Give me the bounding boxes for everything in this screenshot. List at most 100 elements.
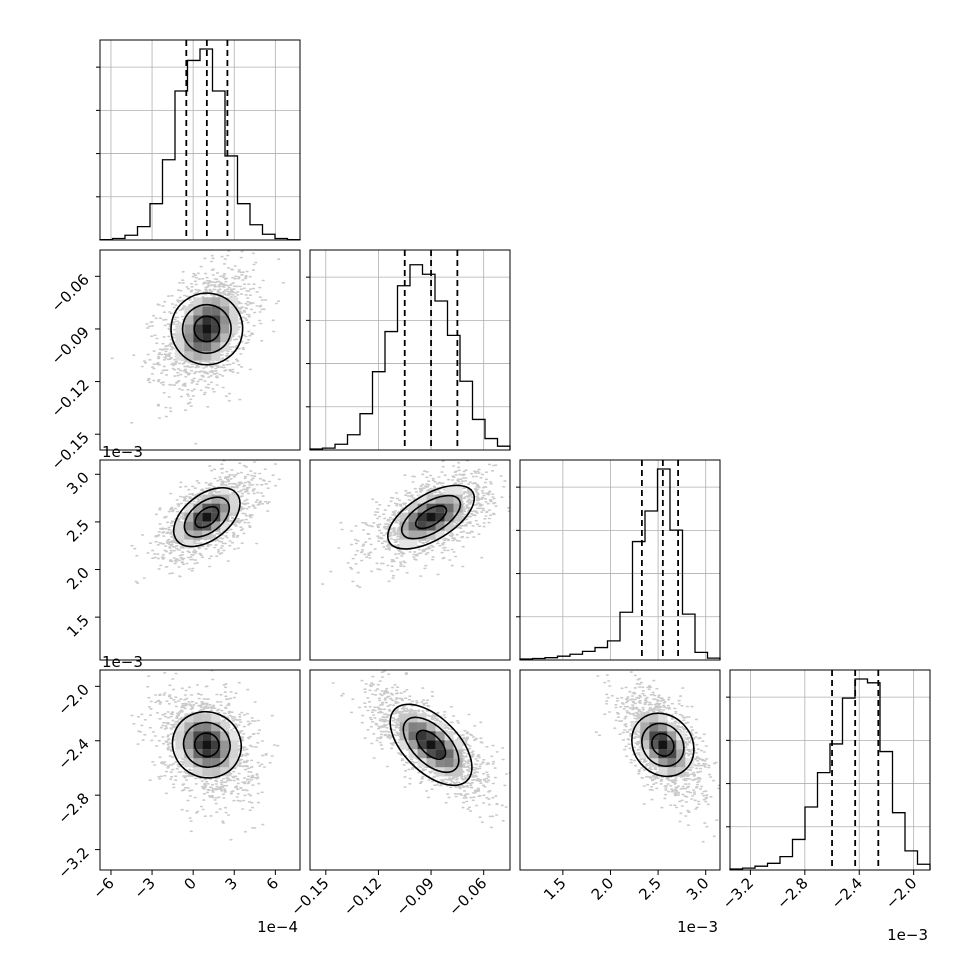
density-cell	[220, 521, 230, 531]
x-offset-label: 1e−3	[887, 926, 928, 944]
density-cell	[211, 351, 221, 361]
density-cell	[202, 740, 212, 750]
density-cell	[202, 342, 212, 352]
density-cell	[193, 740, 203, 750]
density-cell	[444, 740, 454, 750]
scatter-panel-3-2	[519, 669, 721, 871]
y-tick-label: −2.0	[54, 680, 92, 718]
y-tick-label: −2.4	[54, 735, 92, 773]
density-cell	[658, 722, 668, 732]
panel-frame	[99, 669, 301, 871]
density-cell	[193, 324, 203, 334]
y-tick-label: −0.15	[48, 428, 93, 473]
density-cell	[640, 731, 650, 741]
contour-0	[414, 505, 448, 530]
density-cell	[193, 297, 203, 307]
density-cell	[435, 749, 445, 759]
panel-frame	[99, 249, 301, 451]
x-tick-label: −0.06	[445, 874, 490, 919]
panel-frame	[519, 459, 721, 661]
density-cell	[211, 521, 221, 531]
density-cell	[658, 731, 668, 741]
density-cell	[184, 306, 194, 316]
density-cell	[202, 351, 212, 361]
density-cell	[184, 324, 194, 334]
scatter-panel-2-1	[309, 459, 511, 661]
density-cell	[202, 713, 212, 723]
hist-line-2	[519, 468, 721, 660]
x-tick-label: −0.09	[393, 874, 438, 919]
y-offset-label: 1e−3	[102, 443, 143, 461]
density-cell	[408, 731, 418, 741]
density-cell	[408, 740, 418, 750]
density-cell	[220, 731, 230, 741]
contour-2	[389, 703, 473, 787]
density-cell	[202, 315, 212, 325]
density-cell	[399, 521, 409, 531]
density-cell	[435, 722, 445, 732]
contour-1	[402, 716, 460, 774]
density-cell	[175, 731, 185, 741]
density-cell	[453, 512, 463, 522]
x-tick-label: 0	[181, 874, 200, 893]
contour-2	[387, 484, 476, 550]
y-tick-label: −0.09	[48, 323, 93, 368]
x-tick-label: −2.0	[882, 874, 920, 912]
density-cell	[175, 333, 185, 343]
density-cell	[408, 749, 418, 759]
density-cell	[193, 351, 203, 361]
density-cell	[676, 749, 686, 759]
density-cell	[435, 530, 445, 540]
density-cell	[220, 740, 230, 750]
density-cell	[193, 749, 203, 759]
density-cell	[184, 342, 194, 352]
density-cell	[417, 722, 427, 732]
density-cell	[184, 740, 194, 750]
density-cell	[175, 351, 185, 361]
density-cell	[399, 740, 409, 750]
density-cell	[220, 512, 230, 522]
density-cell	[175, 521, 185, 531]
hist-line-3	[729, 678, 931, 870]
density-cell	[667, 767, 677, 777]
hist-panel-0	[96, 39, 301, 241]
density-cell	[211, 722, 221, 732]
density-cell	[220, 749, 230, 759]
density-cell	[667, 758, 677, 768]
density-cell	[184, 749, 194, 759]
panel-content	[110, 250, 285, 445]
contour-1	[182, 721, 231, 769]
scatter-panel-1-0	[99, 249, 301, 451]
contour-0	[194, 505, 220, 529]
density-cell	[211, 512, 221, 522]
x-tick-label: 2.5	[635, 874, 665, 904]
density-cell	[202, 767, 212, 777]
density-cell	[408, 503, 418, 513]
density-cell	[435, 494, 445, 504]
density-cell	[220, 324, 230, 334]
density-cell	[417, 731, 427, 741]
y-offset-label: 1e−3	[102, 653, 143, 671]
density-cell	[220, 297, 230, 307]
density-cell	[202, 722, 212, 732]
contour-2	[631, 712, 695, 778]
density-cell	[426, 758, 436, 768]
hist-panel-1	[306, 249, 511, 451]
x-tick-label: −6	[89, 874, 117, 902]
density-cell	[408, 521, 418, 531]
scatter-panel-3-1	[309, 669, 511, 871]
density-cell	[417, 521, 427, 531]
panel-frame	[99, 39, 301, 241]
density-cell	[417, 530, 427, 540]
density-cell	[211, 713, 221, 723]
density-cell	[220, 315, 230, 325]
density-cell	[658, 767, 668, 777]
contour-0	[415, 729, 447, 761]
density-cell	[220, 333, 230, 343]
density-cell	[220, 306, 230, 316]
x-tick-label: 1.5	[540, 874, 570, 904]
density-cell	[202, 297, 212, 307]
density-cell	[184, 315, 194, 325]
x-tick-label: −0.12	[340, 874, 385, 919]
density-cell	[408, 512, 418, 522]
